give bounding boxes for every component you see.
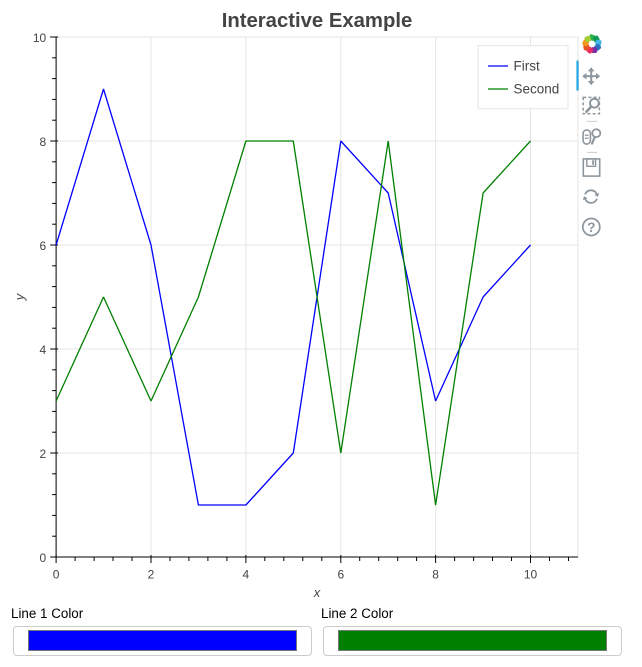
- svg-text:?: ?: [587, 220, 595, 235]
- svg-text:First: First: [514, 59, 540, 74]
- svg-text:6: 6: [337, 568, 344, 582]
- svg-text:0: 0: [40, 551, 47, 565]
- svg-text:10: 10: [524, 568, 538, 582]
- svg-text:2: 2: [40, 447, 47, 461]
- svg-text:Second: Second: [514, 82, 560, 97]
- svg-text:0: 0: [53, 568, 60, 582]
- svg-text:8: 8: [40, 135, 47, 149]
- svg-text:4: 4: [40, 343, 47, 357]
- svg-text:y: y: [12, 292, 27, 301]
- svg-text:10: 10: [33, 31, 47, 45]
- svg-text:8: 8: [432, 568, 439, 582]
- svg-text:2: 2: [148, 568, 155, 582]
- svg-text:4: 4: [243, 568, 250, 582]
- svg-text:Interactive Example: Interactive Example: [222, 10, 413, 32]
- svg-text:x: x: [313, 585, 321, 600]
- svg-text:6: 6: [40, 239, 47, 253]
